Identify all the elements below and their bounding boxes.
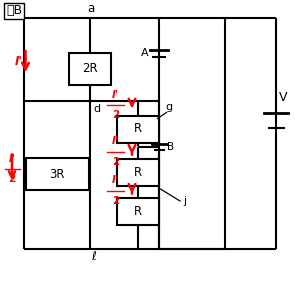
Text: g: g — [165, 103, 172, 112]
Text: 2: 2 — [112, 196, 119, 206]
Text: V: V — [279, 91, 287, 104]
Text: R: R — [134, 205, 142, 218]
Text: I': I' — [14, 55, 22, 68]
Text: ℓ: ℓ — [92, 250, 96, 263]
Text: I': I' — [112, 176, 119, 185]
Text: 2: 2 — [112, 157, 119, 166]
Text: 2: 2 — [112, 110, 119, 120]
Text: I': I' — [8, 154, 16, 164]
Text: 図B: 図B — [6, 4, 22, 17]
Text: d: d — [93, 103, 100, 113]
Bar — [26, 158, 88, 190]
Bar — [117, 159, 159, 186]
Text: I': I' — [112, 136, 119, 146]
Bar — [117, 198, 159, 225]
Bar — [117, 116, 159, 142]
Text: R: R — [134, 166, 142, 179]
Text: 2: 2 — [8, 174, 16, 184]
Text: a: a — [87, 2, 94, 15]
Text: A: A — [141, 48, 148, 58]
Text: 3R: 3R — [49, 167, 65, 181]
Text: B: B — [167, 142, 174, 152]
Text: 2R: 2R — [82, 62, 98, 76]
Text: I': I' — [112, 90, 119, 100]
Text: j: j — [183, 196, 186, 206]
Bar — [69, 53, 111, 85]
Text: R: R — [134, 122, 142, 136]
